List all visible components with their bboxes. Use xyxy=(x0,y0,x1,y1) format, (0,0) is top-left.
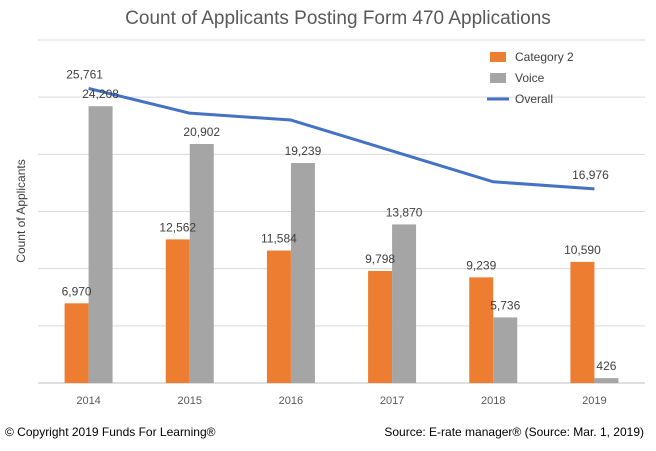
data-label: 5,736 xyxy=(490,298,520,312)
legend-swatch xyxy=(490,73,506,83)
bar-category-2 xyxy=(165,239,190,383)
x-tick-label: 2017 xyxy=(380,395,404,407)
bar-category-2 xyxy=(368,270,393,383)
data-label: 11,584 xyxy=(261,232,297,246)
data-label: 426 xyxy=(596,359,616,373)
source-text: Source: E-rate manager® (Source: Mar. 1,… xyxy=(384,425,644,439)
overall-line xyxy=(88,87,595,191)
chart-title: Count of Applicants Posting Form 470 App… xyxy=(125,8,551,29)
legend-swatch xyxy=(490,52,506,62)
data-label: 9,798 xyxy=(365,252,395,266)
bar-voice xyxy=(594,378,619,383)
bar-voice xyxy=(290,163,315,383)
x-tick-label: 2018 xyxy=(481,395,505,407)
bar-category-2 xyxy=(266,250,291,383)
x-tick-label: 2015 xyxy=(178,395,202,407)
data-label: 9,239 xyxy=(466,258,496,272)
x-tick-label: 2014 xyxy=(76,395,100,407)
bar-category-2 xyxy=(570,261,595,383)
legend-label: Voice xyxy=(515,71,545,85)
bar-category-2 xyxy=(469,277,494,383)
x-axis-ticks: 2014 2015 2016 2017 2018 2019 xyxy=(76,395,606,407)
data-label: 12,562 xyxy=(159,220,196,234)
legend-label: Category 2 xyxy=(515,50,574,64)
bar-voice xyxy=(189,144,214,383)
data-label: 10,590 xyxy=(564,243,601,257)
overall-line-path xyxy=(88,87,595,191)
y-axis-label: Count of Applicants xyxy=(14,159,28,262)
legend-label: Overall xyxy=(515,92,553,106)
overall-data-label: 25,761 xyxy=(66,67,103,81)
bar-voice xyxy=(392,224,417,383)
overall-data-label: 16,976 xyxy=(572,168,609,182)
data-label: 19,239 xyxy=(285,144,322,158)
bars xyxy=(64,106,619,383)
legend: Category 2 Voice Overall xyxy=(487,50,574,106)
data-label: 13,870 xyxy=(386,205,423,219)
bar-voice xyxy=(493,317,518,383)
data-label: 24,208 xyxy=(82,87,119,101)
copyright-text: © Copyright 2019 Funds For Learning® xyxy=(5,425,216,439)
bar-voice xyxy=(88,106,113,383)
data-labels: 6,970 24,208 12,562 20,902 11,584 19,239 9,798… xyxy=(62,67,617,373)
x-tick-label: 2016 xyxy=(279,395,303,407)
gridlines xyxy=(38,39,645,384)
bar-category-2 xyxy=(64,303,89,383)
data-label: 6,970 xyxy=(62,284,92,298)
data-label: 20,902 xyxy=(183,125,220,139)
x-tick-label: 2019 xyxy=(582,395,606,407)
